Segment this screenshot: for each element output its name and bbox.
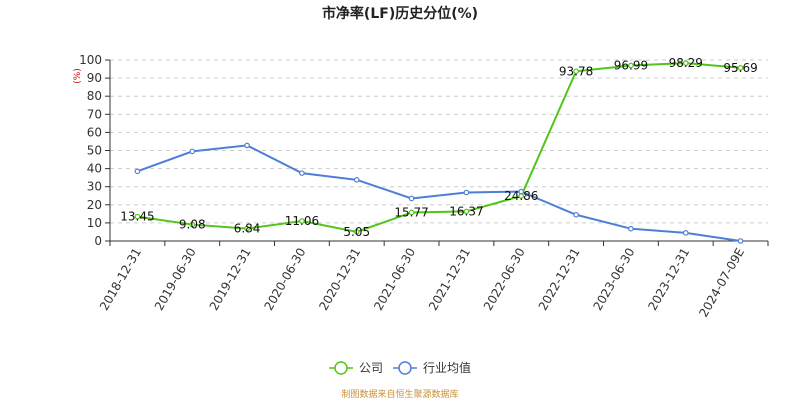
x-tick-label: 2020-12-31: [316, 246, 363, 313]
y-tick-label: 70: [87, 107, 102, 121]
y-tick-label: 20: [87, 198, 102, 212]
y-tick-label: 100: [79, 53, 102, 67]
data-point: [353, 177, 360, 183]
data-label: 93.78: [559, 64, 593, 78]
data-point: [189, 221, 196, 228]
data-labels: 13.45 9.08 6.84 11.06 5.05 15.77 16.37 24.86 93.…: [120, 56, 758, 239]
series-line: [137, 62, 741, 233]
x-tick-label: 2018-12-31: [97, 246, 144, 313]
data-point: [408, 195, 415, 202]
data-label: 16.37: [449, 204, 483, 218]
data-label: 13.45: [120, 210, 154, 224]
data-point: [628, 62, 634, 69]
legend-label: 行业均值: [423, 360, 471, 375]
legend-marker: [398, 361, 412, 375]
legend: 公司 行业均值: [329, 360, 471, 375]
y-axis-unit: (%): [73, 68, 83, 84]
data-label: 15.77: [394, 205, 428, 219]
data-point: [628, 225, 634, 232]
data-point: [189, 148, 196, 155]
data-label: 96.99: [614, 58, 648, 72]
chart-title: 市净率(LF)历史分位(%): [322, 5, 478, 22]
x-tick-label: 2023-12-31: [645, 246, 692, 313]
data-label: 6.84: [234, 222, 261, 236]
data-point: [299, 218, 305, 224]
data-label: 11.06: [285, 214, 319, 228]
y-tick-label: 60: [87, 125, 102, 139]
x-tick-label: 2022-12-31: [536, 246, 583, 313]
series: [134, 60, 744, 244]
x-tick-label: 2019-06-30: [152, 246, 199, 313]
data-label: 5.05: [343, 225, 370, 239]
y-tick-label: 0: [94, 234, 102, 248]
legend-label: 公司: [359, 361, 383, 375]
source-note: 制图数据来自恒生聚源数据库: [341, 388, 458, 400]
data-label: 9.08: [179, 218, 206, 232]
data-point: [573, 211, 579, 218]
x-tick-label: 2021-12-31: [426, 245, 473, 312]
x-tick-label: 2021-06-30: [371, 246, 418, 313]
data-point: [573, 68, 579, 75]
data-point: [134, 168, 141, 175]
series-line: [137, 144, 741, 242]
data-point: [737, 238, 744, 244]
data-label: 95.69: [723, 61, 757, 75]
data-point: [737, 65, 744, 71]
data-point: [518, 188, 525, 195]
data-point: [463, 208, 470, 215]
y-tick-label: 30: [87, 180, 102, 194]
grid: [110, 59, 768, 224]
y-tick-label: 10: [87, 216, 102, 230]
x-tick-label: 2020-06-30: [262, 246, 309, 313]
data-point: [353, 229, 360, 235]
data-point: [463, 189, 470, 196]
x-tick-label: 2022-06-30: [481, 246, 528, 313]
data-point: [408, 209, 415, 216]
data-point: [134, 213, 141, 220]
y-tick-label: 40: [87, 162, 102, 176]
y-tick-label: 90: [87, 71, 102, 85]
data-label: 98.29: [669, 56, 703, 70]
x-tick-label: 2019-12-31: [207, 245, 254, 312]
data-point: [682, 230, 689, 236]
x-tick-label: 2023-06-30: [591, 246, 638, 313]
x-tick-label: 2024-07-09E: [696, 246, 747, 320]
y-tick-label: 50: [87, 144, 102, 158]
data-label: 24.86: [504, 189, 538, 203]
y-tick-label: 80: [87, 89, 102, 103]
legend-marker: [334, 361, 348, 375]
data-point: [244, 225, 250, 232]
data-point: [244, 142, 250, 149]
data-point: [682, 60, 689, 66]
data-point: [299, 170, 305, 176]
